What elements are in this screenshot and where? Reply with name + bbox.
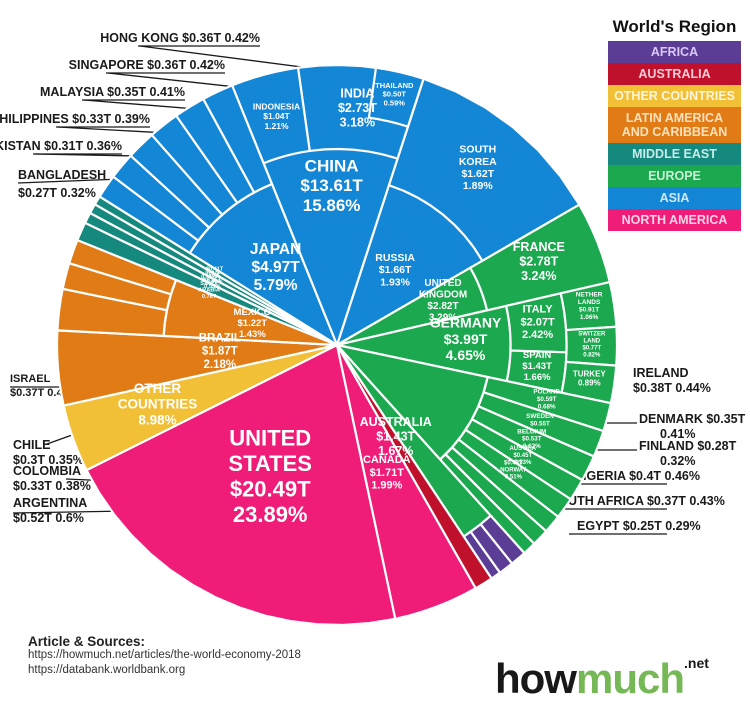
svg-text:EGYPT $0.25T 0.29%: EGYPT $0.25T 0.29%	[577, 519, 701, 533]
svg-text:NIGERIA $0.4T 0.46%: NIGERIA $0.4T 0.46%	[574, 469, 700, 483]
svg-text:BANGLADESH: BANGLADESH	[18, 168, 106, 182]
svg-text:ISRAEL: ISRAEL	[10, 373, 51, 385]
svg-text:$0.38T 0.44%: $0.38T 0.44%	[633, 381, 711, 395]
svg-text:ARGENTINA: ARGENTINA	[13, 496, 87, 510]
svg-text:$0.27T 0.32%: $0.27T 0.32%	[18, 186, 96, 200]
svg-text:CHILE: CHILE	[13, 438, 51, 452]
svg-text:DENMARK $0.35T: DENMARK $0.35T	[639, 412, 746, 426]
svg-text:COLOMBIA: COLOMBIA	[13, 464, 81, 478]
svg-text:PAKISTAN $0.31T 0.36%: PAKISTAN $0.31T 0.36%	[0, 139, 122, 153]
svg-text:MALAYSIA $0.35T 0.41%: MALAYSIA $0.35T 0.41%	[40, 85, 185, 99]
svg-text:0.32%: 0.32%	[660, 454, 695, 468]
svg-text:FINLAND $0.28T: FINLAND $0.28T	[639, 439, 737, 453]
svg-text:IRELAND: IRELAND	[633, 366, 689, 380]
svg-text:PHILIPPINES $0.33T 0.39%: PHILIPPINES $0.33T 0.39%	[0, 112, 150, 126]
svg-text:SINGAPORE $0.36T 0.42%: SINGAPORE $0.36T 0.42%	[69, 58, 225, 72]
svg-text:HONG KONG $0.36T 0.42%: HONG KONG $0.36T 0.42%	[100, 31, 260, 45]
svg-text:SOUTH AFRICA $0.37T 0.43%: SOUTH AFRICA $0.37T 0.43%	[550, 494, 725, 508]
svg-text:$0.33T 0.38%: $0.33T 0.38%	[13, 479, 91, 493]
